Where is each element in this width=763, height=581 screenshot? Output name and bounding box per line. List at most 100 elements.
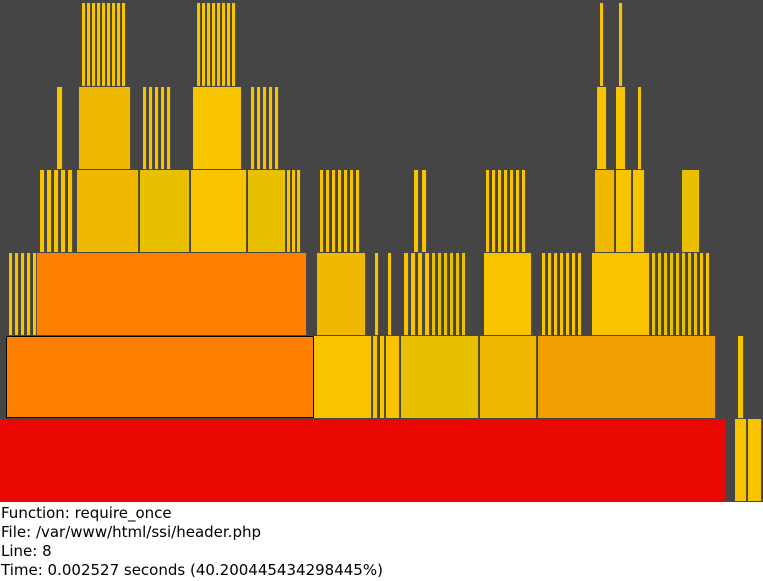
flame-frame[interactable] [37,253,307,335]
flame-frame[interactable] [6,336,314,418]
flame-frame[interactable] [222,3,226,86]
flame-frame[interactable] [102,3,106,86]
flame-frame[interactable] [356,170,360,252]
flame-frame[interactable] [492,170,496,252]
flame-frame[interactable] [664,253,668,335]
flame-frame[interactable] [350,170,354,252]
flame-frame[interactable] [207,3,211,86]
flame-frame[interactable] [456,253,460,335]
flame-frame[interactable] [167,87,171,169]
flame-frame[interactable] [548,253,552,335]
flame-frame[interactable] [0,419,727,501]
flame-frame[interactable] [155,87,159,169]
flame-frame[interactable] [320,170,324,252]
flame-frame[interactable] [40,170,45,252]
flame-frame[interactable] [600,3,604,86]
flame-frame[interactable] [338,170,342,252]
flame-frame[interactable] [232,3,236,86]
flame-frame[interactable] [344,170,348,252]
flame-frame[interactable] [248,170,286,252]
flame-frame[interactable] [682,253,686,335]
flame-frame[interactable] [422,170,427,252]
flame-frame[interactable] [619,3,623,86]
flame-frame[interactable] [77,170,139,252]
flame-frame[interactable] [57,87,63,169]
flame-frame[interactable] [498,170,502,252]
flame-frame[interactable] [486,170,490,252]
flame-frame[interactable] [542,253,546,335]
flame-frame[interactable] [314,336,372,418]
flame-frame[interactable] [652,253,656,335]
flame-frame[interactable] [522,170,526,252]
flame-frame[interactable] [217,3,221,86]
flame-frame[interactable] [68,170,73,252]
flame-frame[interactable] [87,3,91,86]
flame-frame[interactable] [82,3,86,86]
flame-frame[interactable] [117,3,121,86]
flame-frame[interactable] [706,253,710,335]
flame-frame[interactable] [700,253,704,335]
flame-frame[interactable] [566,253,570,335]
flame-frame[interactable] [616,170,632,252]
flame-frame[interactable] [414,170,419,252]
flame-frame[interactable] [682,170,700,252]
flame-frame[interactable] [9,253,13,335]
flame-frame[interactable] [738,336,744,418]
flame-frame[interactable] [554,253,558,335]
flame-frame[interactable] [227,3,231,86]
flame-frame[interactable] [297,170,301,252]
flame-frame[interactable] [432,253,436,335]
flame-frame[interactable] [92,3,96,86]
flame-frame[interactable] [592,253,650,335]
flame-frame[interactable] [263,87,267,169]
flame-frame[interactable] [193,87,242,169]
flame-graph-canvas[interactable] [0,0,763,502]
flame-frame[interactable] [61,170,66,252]
flame-frame[interactable] [633,170,645,252]
flame-frame[interactable] [560,253,564,335]
flame-frame[interactable] [149,87,153,169]
flame-frame[interactable] [33,253,37,335]
flame-frame[interactable] [510,170,514,252]
flame-frame[interactable] [538,336,716,418]
flame-frame[interactable] [140,170,190,252]
flame-frame[interactable] [79,87,131,169]
flame-frame[interactable] [112,3,116,86]
flame-frame[interactable] [212,3,216,86]
flame-frame[interactable] [47,170,52,252]
flame-frame[interactable] [143,87,147,169]
flame-frame[interactable] [688,253,692,335]
flame-frame[interactable] [326,170,330,252]
flame-frame[interactable] [107,3,111,86]
flame-frame[interactable] [122,3,126,86]
flame-frame[interactable] [269,87,273,169]
flame-frame[interactable] [597,87,607,169]
flame-frame[interactable] [373,336,378,418]
flame-frame[interactable] [418,253,423,335]
flame-frame[interactable] [480,336,537,418]
flame-frame[interactable] [15,253,19,335]
flame-frame[interactable] [658,253,662,335]
flame-frame[interactable] [191,170,247,252]
flame-frame[interactable] [97,3,101,86]
flame-frame[interactable] [388,253,392,335]
flame-frame[interactable] [380,336,385,418]
flame-frame[interactable] [287,170,291,252]
flame-frame[interactable] [444,253,448,335]
flame-frame[interactable] [676,253,680,335]
flame-frame[interactable] [257,87,261,169]
flame-frame[interactable] [572,253,576,335]
flame-frame[interactable] [616,87,626,169]
flame-frame[interactable] [386,336,400,418]
flame-frame[interactable] [197,3,201,86]
flame-frame[interactable] [375,253,379,335]
flame-frame[interactable] [161,87,165,169]
flame-frame[interactable] [484,253,532,335]
flame-frame[interactable] [27,253,31,335]
flame-frame[interactable] [694,253,698,335]
flame-frame[interactable] [462,253,466,335]
flame-frame[interactable] [317,253,366,335]
flame-frame[interactable] [516,170,520,252]
flame-frame[interactable] [735,419,747,501]
flame-frame[interactable] [202,3,206,86]
